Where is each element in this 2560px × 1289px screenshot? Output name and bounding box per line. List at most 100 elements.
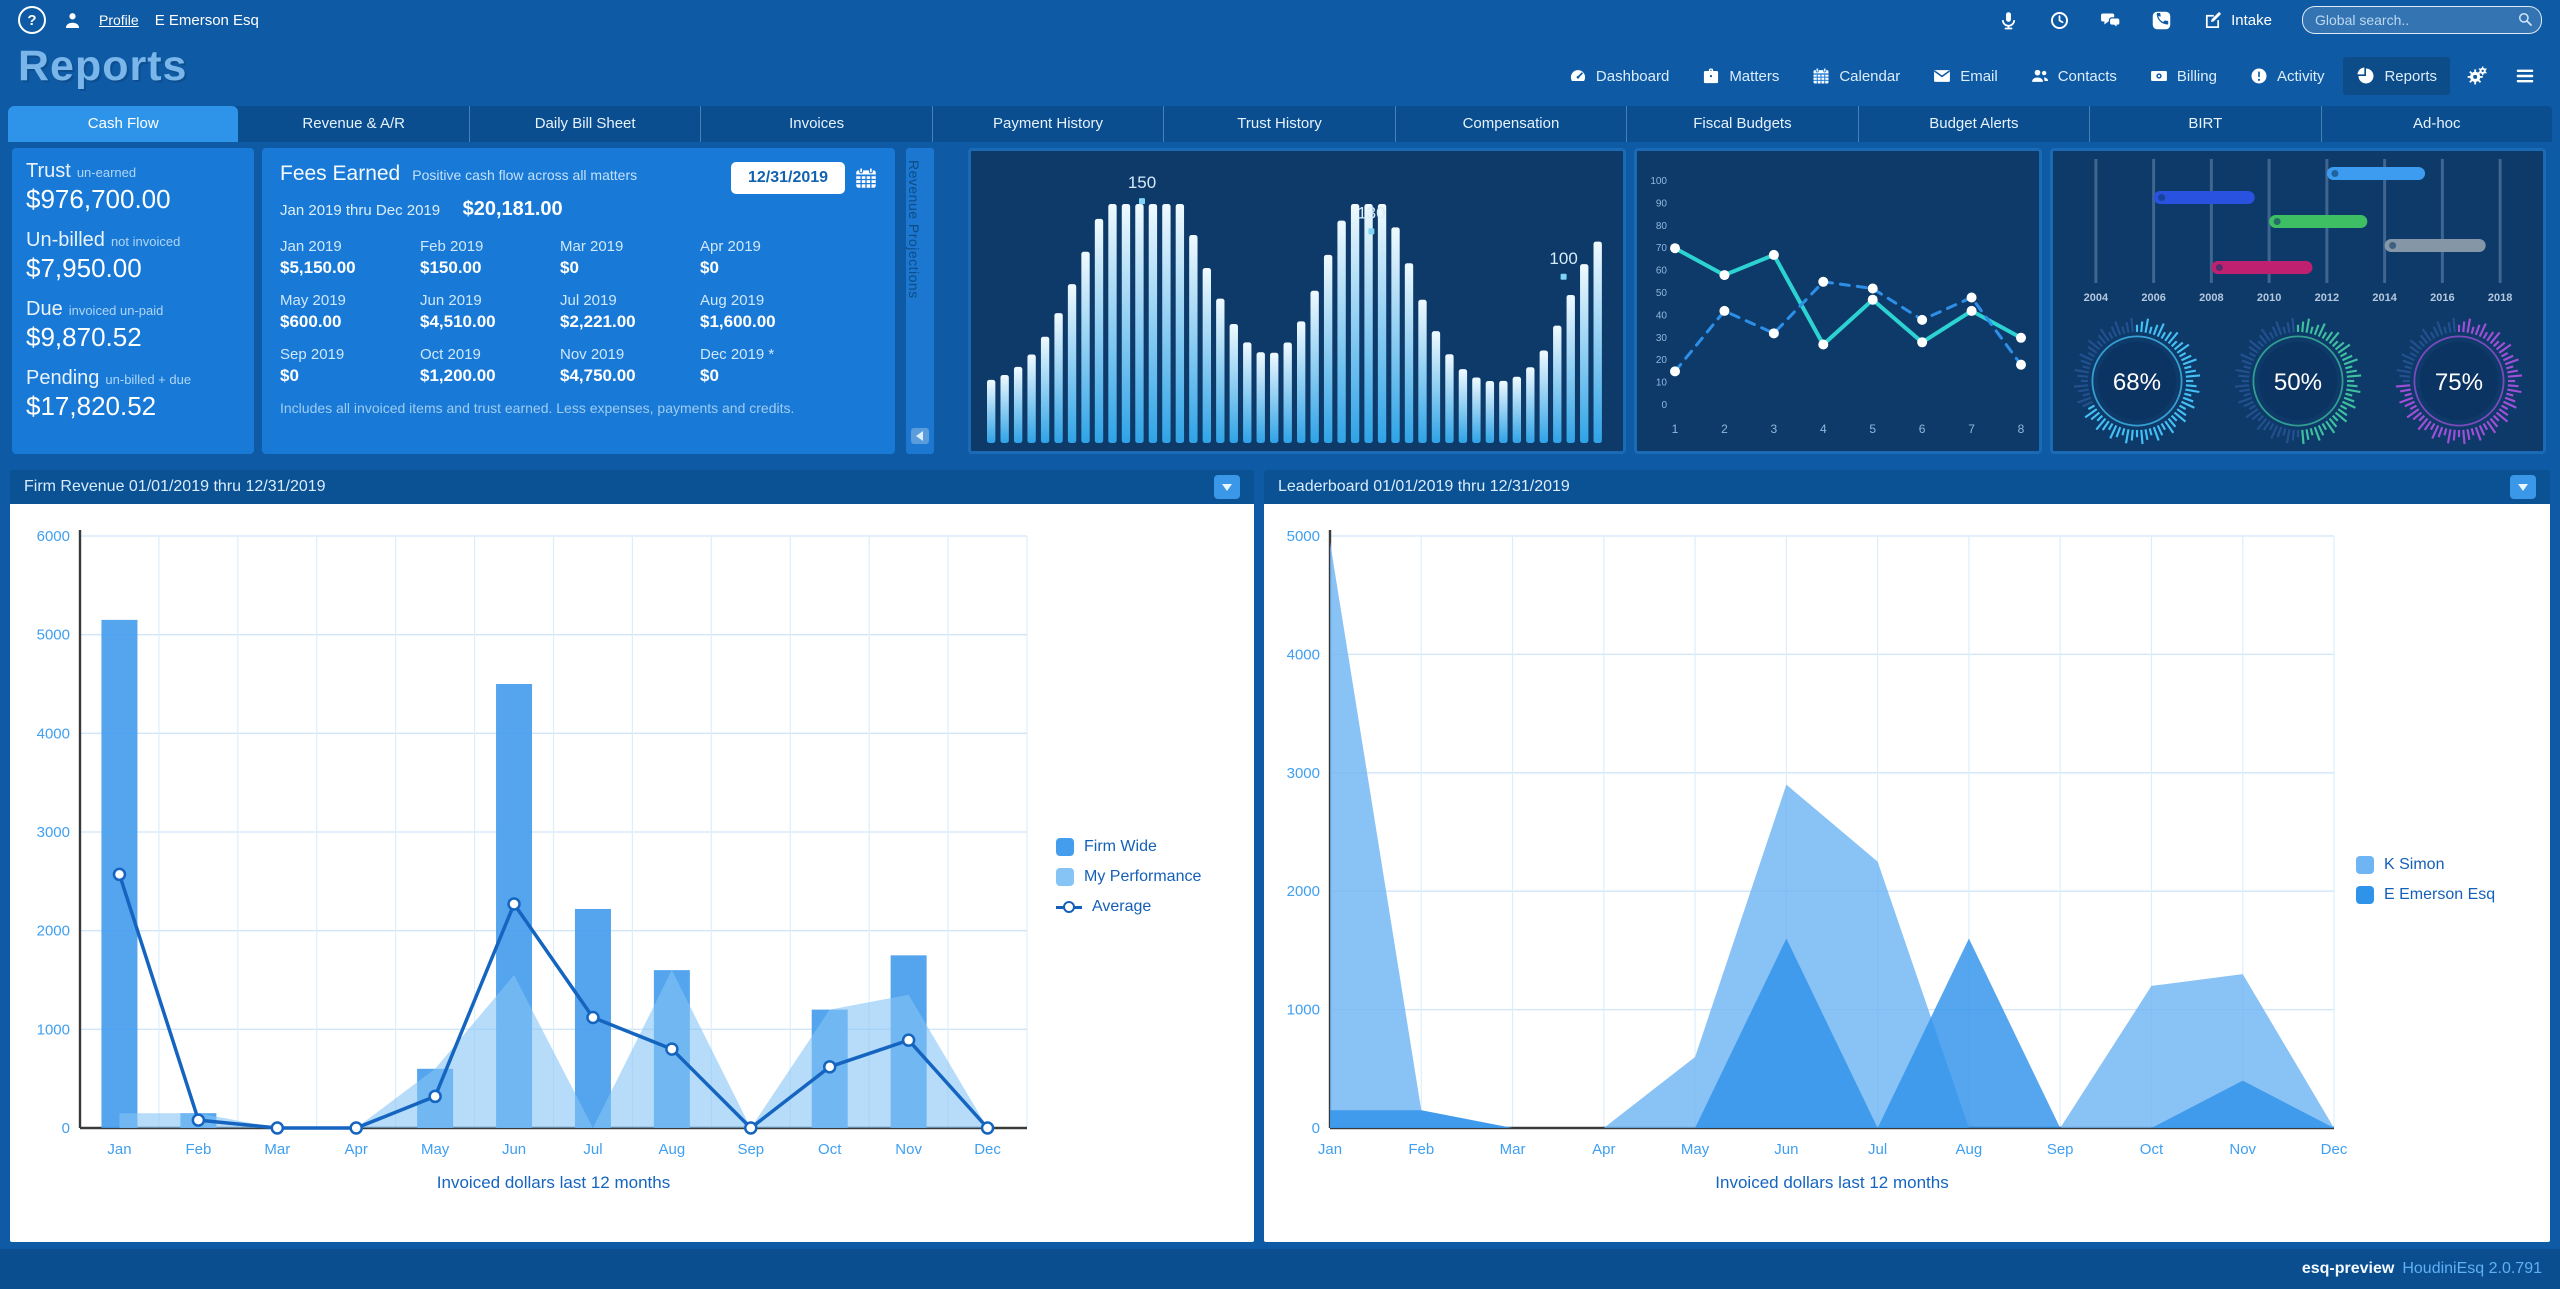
firm-revenue-panel: Firm Revenue 01/01/2019 thru 12/31/2019 … — [10, 470, 1254, 1242]
footer-version: HoudiniEsq 2.0.791 — [2402, 1260, 2542, 1277]
report-tabs: Cash Flow Revenue & A/R Daily Bill Sheet… — [8, 106, 2552, 142]
nav-item-calendar[interactable]: Calendar — [1798, 57, 1913, 95]
tab-budget-alerts[interactable]: Budget Alerts — [1859, 106, 2091, 142]
legend-line-glyph — [1056, 901, 1082, 913]
svg-text:2016: 2016 — [2430, 292, 2454, 304]
user-name: E Emerson Esq — [154, 11, 259, 29]
list-view-button[interactable] — [2504, 56, 2546, 96]
nav-item-matters[interactable]: Matters — [1688, 57, 1792, 95]
phone-icon[interactable] — [2151, 10, 2172, 31]
microphone-icon[interactable] — [1998, 10, 2019, 31]
fees-title: Fees Earned — [280, 162, 401, 185]
legend-item: Average — [1056, 898, 1201, 916]
stat-sublabel: un-earned — [76, 165, 137, 180]
nav-item-dashboard[interactable]: Dashboard — [1555, 57, 1682, 95]
nav-item-email[interactable]: Email — [1919, 57, 2011, 95]
tab-ad-hoc[interactable]: Ad-hoc — [2322, 106, 2552, 142]
fee-month-value: $0 — [700, 258, 719, 277]
svg-text:50: 50 — [1656, 288, 1668, 299]
tab-label: Daily Bill Sheet — [534, 115, 636, 132]
stat-item: Trust un-earned $976,700.00 — [26, 160, 240, 214]
tab-daily-bill-sheet[interactable]: Daily Bill Sheet — [470, 106, 702, 142]
svg-text:Oct: Oct — [2140, 1141, 2164, 1158]
dashboard-strip: Trust un-earned $976,700.00 Un-billed not … — [0, 148, 2560, 454]
svg-text:2004: 2004 — [2084, 292, 2109, 304]
revenue-projections-strip[interactable]: Revenue Projections — [906, 148, 934, 454]
activity-icon — [2249, 66, 2269, 86]
fee-month-value: $2,221.00 — [560, 312, 636, 331]
fee-month-cell: Jun 2019 $4,510.00 — [420, 292, 560, 332]
svg-text:100: 100 — [1549, 249, 1577, 268]
svg-text:Jul: Jul — [1868, 1141, 1887, 1158]
svg-text:Oct: Oct — [818, 1141, 842, 1158]
legend-item: E Emerson Esq — [2356, 886, 2495, 904]
help-icon[interactable]: ? — [18, 6, 46, 34]
leaderboard-panel: Leaderboard 01/01/2019 thru 12/31/2019 0… — [1264, 470, 2550, 1242]
svg-text:Invoiced dollars last 12 month: Invoiced dollars last 12 months — [437, 1173, 670, 1192]
svg-text:Sep: Sep — [737, 1141, 764, 1158]
settings-cogs-button[interactable] — [2456, 56, 2498, 96]
tab-fiscal-budgets[interactable]: Fiscal Budgets — [1627, 106, 1859, 142]
svg-text:7: 7 — [1968, 422, 1975, 436]
svg-text:Jun: Jun — [1774, 1141, 1798, 1158]
svg-text:0: 0 — [1312, 1120, 1320, 1137]
nav-label: Calendar — [1839, 67, 1901, 85]
svg-text:Feb: Feb — [1408, 1141, 1434, 1158]
fee-month-label: Aug 2019 — [700, 292, 765, 309]
legend-chip — [1056, 838, 1074, 856]
tab-payment-history[interactable]: Payment History — [933, 106, 1165, 142]
nav-item-reports[interactable]: Reports — [2343, 57, 2450, 95]
tab-invoices[interactable]: Invoices — [701, 106, 933, 142]
nav-item-contacts[interactable]: Contacts — [2017, 57, 2130, 95]
svg-text:Nov: Nov — [895, 1141, 922, 1158]
intake-label: Intake — [2231, 11, 2272, 29]
svg-text:Jan: Jan — [107, 1141, 131, 1158]
legend-label: My Performance — [1084, 868, 1202, 885]
tab-compensation[interactable]: Compensation — [1396, 106, 1628, 142]
nav-label: Email — [1960, 67, 1998, 85]
billing-icon — [2149, 66, 2169, 86]
leaderboard-title: Leaderboard 01/01/2019 thru 12/31/2019 — [1278, 478, 1570, 495]
report-date-input[interactable] — [731, 162, 845, 194]
chat-icon[interactable] — [2100, 10, 2121, 31]
svg-text:5: 5 — [1869, 422, 1876, 436]
search-input[interactable] — [2302, 6, 2542, 34]
leaderboard-legend: K Simon E Emerson Esq — [2356, 856, 2495, 904]
leaderboard-header: Leaderboard 01/01/2019 thru 12/31/2019 — [1264, 470, 2550, 504]
svg-text:70: 70 — [1656, 243, 1668, 254]
leaderboard-collapse-icon[interactable] — [2510, 475, 2536, 499]
tab-trust-history[interactable]: Trust History — [1164, 106, 1396, 142]
svg-text:Nov: Nov — [2229, 1141, 2256, 1158]
clock-icon[interactable] — [2049, 10, 2070, 31]
firm-revenue-title: Firm Revenue 01/01/2019 thru 12/31/2019 — [24, 478, 326, 495]
tab-revenue-a-r[interactable]: Revenue & A/R — [238, 106, 470, 142]
gauges-row: 68% 50% 75% — [2053, 311, 2543, 451]
page-title: Reports — [18, 42, 188, 90]
intake-button[interactable]: Intake — [2202, 10, 2272, 31]
svg-text:Dec: Dec — [974, 1141, 1001, 1158]
tab-cash-flow[interactable]: Cash Flow — [8, 106, 239, 142]
stat-value: $976,700.00 — [26, 184, 171, 214]
svg-text:2008: 2008 — [2199, 292, 2223, 304]
search-icon[interactable] — [2516, 10, 2534, 28]
collapse-left-icon[interactable] — [911, 428, 929, 444]
stat-item: Pending un-billed + due $17,820.52 — [26, 367, 240, 421]
fees-month-grid: Jan 2019 $5,150.00 Feb 2019 $150.00 Mar … — [280, 238, 877, 386]
tab-birt[interactable]: BIRT — [2090, 106, 2322, 142]
stat-value: $7,950.00 — [26, 253, 142, 283]
nav-item-billing[interactable]: Billing — [2136, 57, 2230, 95]
dashboard-icon — [1568, 66, 1588, 86]
fee-month-cell: Apr 2019 $0 — [700, 238, 840, 278]
nav-item-activity[interactable]: Activity — [2236, 57, 2338, 95]
svg-text:2010: 2010 — [2257, 292, 2281, 304]
stat-value: $17,820.52 — [26, 391, 157, 421]
fee-month-value: $5,150.00 — [280, 258, 356, 277]
fee-month-cell: May 2019 $600.00 — [280, 292, 420, 332]
svg-text:Feb: Feb — [185, 1141, 211, 1158]
calendar-icon[interactable] — [853, 165, 879, 191]
svg-text:90: 90 — [1656, 198, 1668, 209]
svg-text:130: 130 — [1357, 203, 1385, 222]
profile-link[interactable]: Profile — [99, 12, 139, 28]
firm-collapse-icon[interactable] — [1214, 475, 1240, 499]
